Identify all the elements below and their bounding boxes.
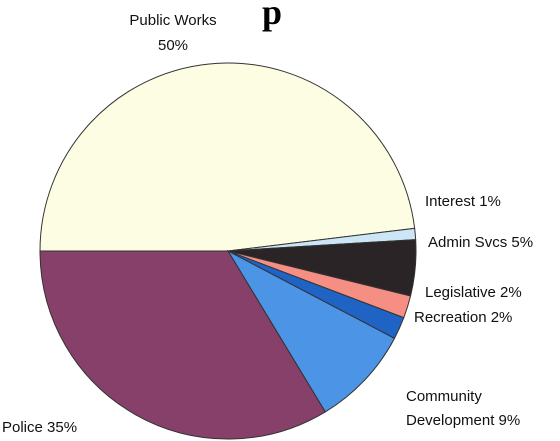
label-public-works-pct: 50% bbox=[158, 37, 188, 54]
label-recreation: Recreation 2% bbox=[414, 309, 512, 326]
pie-slices bbox=[39, 62, 417, 440]
label-legislative: Legislative 2% bbox=[425, 284, 522, 301]
label-community-line1: Community bbox=[406, 388, 482, 405]
slice-public-works bbox=[39, 62, 416, 252]
label-admin-svcs: Admin Svcs 5% bbox=[428, 234, 533, 251]
label-police: Police 35% bbox=[2, 419, 77, 436]
label-interest: Interest 1% bbox=[425, 193, 501, 210]
slice-police bbox=[39, 250, 326, 440]
label-public-works-name: Public Works bbox=[129, 12, 216, 29]
chart-title-fragment: p bbox=[262, 0, 282, 32]
label-community-line2: Development 9% bbox=[406, 412, 520, 429]
slice-community-development bbox=[226, 249, 396, 413]
